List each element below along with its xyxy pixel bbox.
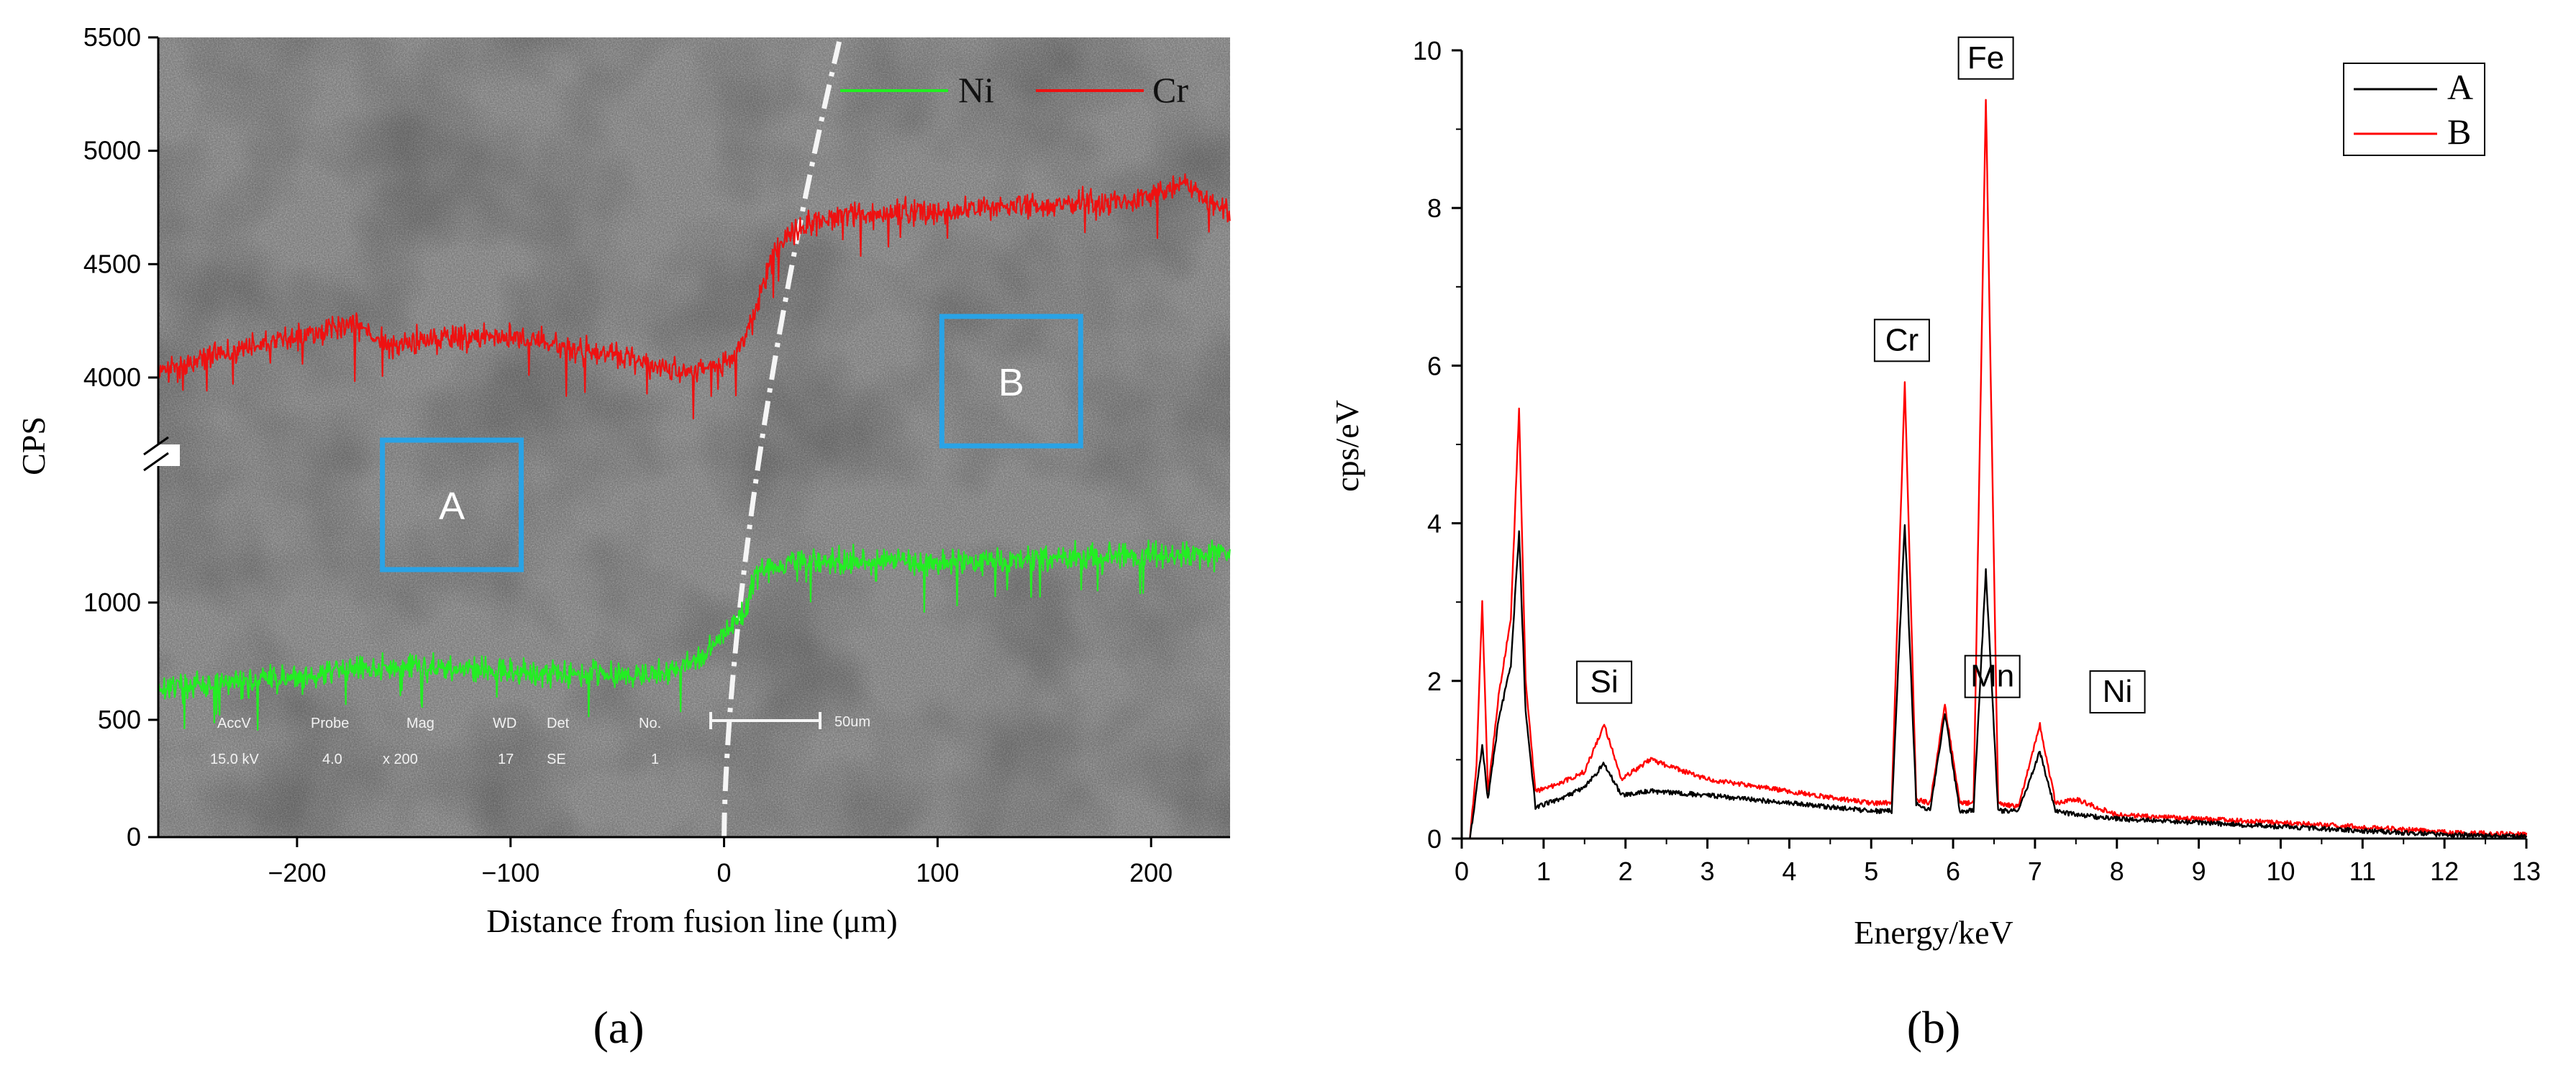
y-tick-label: 500 xyxy=(98,705,141,734)
panel-a-label: (a) xyxy=(593,1002,644,1053)
x-tick-label: 3 xyxy=(1701,857,1715,886)
x-axis-label: Distance from fusion line (μm) xyxy=(486,903,897,939)
peak-annotation: Cr xyxy=(1873,319,1930,362)
scale-bar-label: 50um xyxy=(834,714,870,730)
sem-value-accv: 15.0 kV xyxy=(210,752,259,767)
x-tick-label: 4 xyxy=(1782,857,1796,886)
region-box-a xyxy=(380,437,524,572)
peak-label: Si xyxy=(1590,665,1619,700)
series-line-cr xyxy=(157,173,1231,420)
y-axis-label: CPS xyxy=(15,416,52,475)
x-tick-label: 2 xyxy=(1619,857,1633,886)
y-tick-label: 4000 xyxy=(83,362,141,392)
y-tick-label: 5500 xyxy=(83,22,141,52)
series-line-b xyxy=(1469,99,2528,839)
peak-label-box xyxy=(2089,670,2146,714)
x-tick-label: 1 xyxy=(1537,857,1551,886)
peak-label-box xyxy=(1576,660,1633,704)
peak-label: Fe xyxy=(1967,40,2004,76)
y-tick-label: 1000 xyxy=(83,588,141,617)
axis-break-gap xyxy=(137,444,180,466)
sem-background xyxy=(158,37,1230,837)
peak-annotation: Ni xyxy=(2089,670,2146,714)
x-tick-label: 0 xyxy=(1455,857,1469,886)
sem-header-accv: AccV xyxy=(217,716,251,731)
x-tick-label: 5 xyxy=(1864,857,1878,886)
x-tick-label: −100 xyxy=(481,858,540,887)
x-tick-label: 13 xyxy=(2512,857,2541,886)
legend-a-label: A xyxy=(2447,67,2473,107)
legend-b-label: B xyxy=(2447,111,2471,152)
x-tick-label: 11 xyxy=(2349,857,2376,886)
peak-label-box xyxy=(1964,654,2021,698)
sem-header-mag: Mag xyxy=(406,716,434,731)
x-tick-label: 0 xyxy=(717,858,732,887)
series-line-ni xyxy=(157,539,1231,731)
sem-info-bar: AccV Probe Mag WD Det No. 15.0 kV 4.0 x … xyxy=(210,712,870,767)
axis-break-mark xyxy=(143,452,169,472)
y-tick-label: 2 xyxy=(1427,667,1442,696)
sem-value-det: SE xyxy=(547,752,566,767)
peak-label: Cr xyxy=(1885,322,1919,357)
x-tick-label: 8 xyxy=(2110,857,2124,886)
series-line-a xyxy=(1469,524,2528,839)
x-tick-label: 10 xyxy=(2266,857,2295,886)
y-tick-label: 0 xyxy=(1427,824,1442,854)
sem-value-no: 1 xyxy=(651,752,659,767)
legend-ni-label: Ni xyxy=(958,70,994,110)
sem-header-wd: WD xyxy=(493,716,516,731)
y-tick-label: 4 xyxy=(1427,509,1442,539)
legend-cr-label: Cr xyxy=(1152,70,1188,110)
peak-label-box xyxy=(1957,36,2014,80)
x-tick-label: 100 xyxy=(916,858,959,887)
y-tick-label: 6 xyxy=(1427,351,1442,380)
sem-value-mag: x 200 xyxy=(383,752,418,767)
region-box-label: A xyxy=(439,485,465,528)
x-tick-label: 9 xyxy=(2192,857,2206,886)
region-box-b xyxy=(939,314,1083,449)
sem-header-no: No. xyxy=(639,716,661,731)
peak-annotation: Fe xyxy=(1957,36,2014,80)
x-tick-label: −200 xyxy=(268,858,326,887)
peak-annotation: Mn xyxy=(1964,654,2021,698)
sem-header-probe: Probe xyxy=(311,716,349,731)
x-tick-label: 6 xyxy=(1946,857,1960,886)
scale-bar xyxy=(709,712,822,729)
sem-value-probe: 4.0 xyxy=(322,752,342,767)
x-tick-label: 200 xyxy=(1129,858,1173,887)
sem-value-wd: 17 xyxy=(498,752,514,767)
peak-label-box xyxy=(1873,319,1930,362)
y-axis-label: cps/eV xyxy=(1329,400,1365,492)
peak-annotation: Si xyxy=(1576,660,1633,704)
peak-label: Ni xyxy=(2103,674,2133,709)
y-tick-label: 4500 xyxy=(83,249,141,278)
axis-break-mark xyxy=(143,436,169,456)
x-tick-label: 7 xyxy=(2028,857,2042,886)
x-tick-label: 12 xyxy=(2430,857,2459,886)
sem-header-det: Det xyxy=(547,716,570,731)
panel-a-chart: A B AccV Probe Mag WD Det No. 15.0 kV 4.0… xyxy=(15,22,1231,1053)
peak-label: Mn xyxy=(1970,659,2014,694)
legend: Ni Cr xyxy=(840,70,1188,110)
y-tick-label: 0 xyxy=(127,822,141,851)
y-tick-label: 8 xyxy=(1427,193,1442,223)
y-tick-label: 10 xyxy=(1413,36,1442,65)
region-box-label: B xyxy=(998,361,1024,404)
x-axis-label: Energy/keV xyxy=(1854,914,2013,951)
legend: A B xyxy=(2343,63,2485,156)
panel-b-label: (b) xyxy=(1907,1002,1961,1053)
y-tick-label: 5000 xyxy=(83,136,141,165)
